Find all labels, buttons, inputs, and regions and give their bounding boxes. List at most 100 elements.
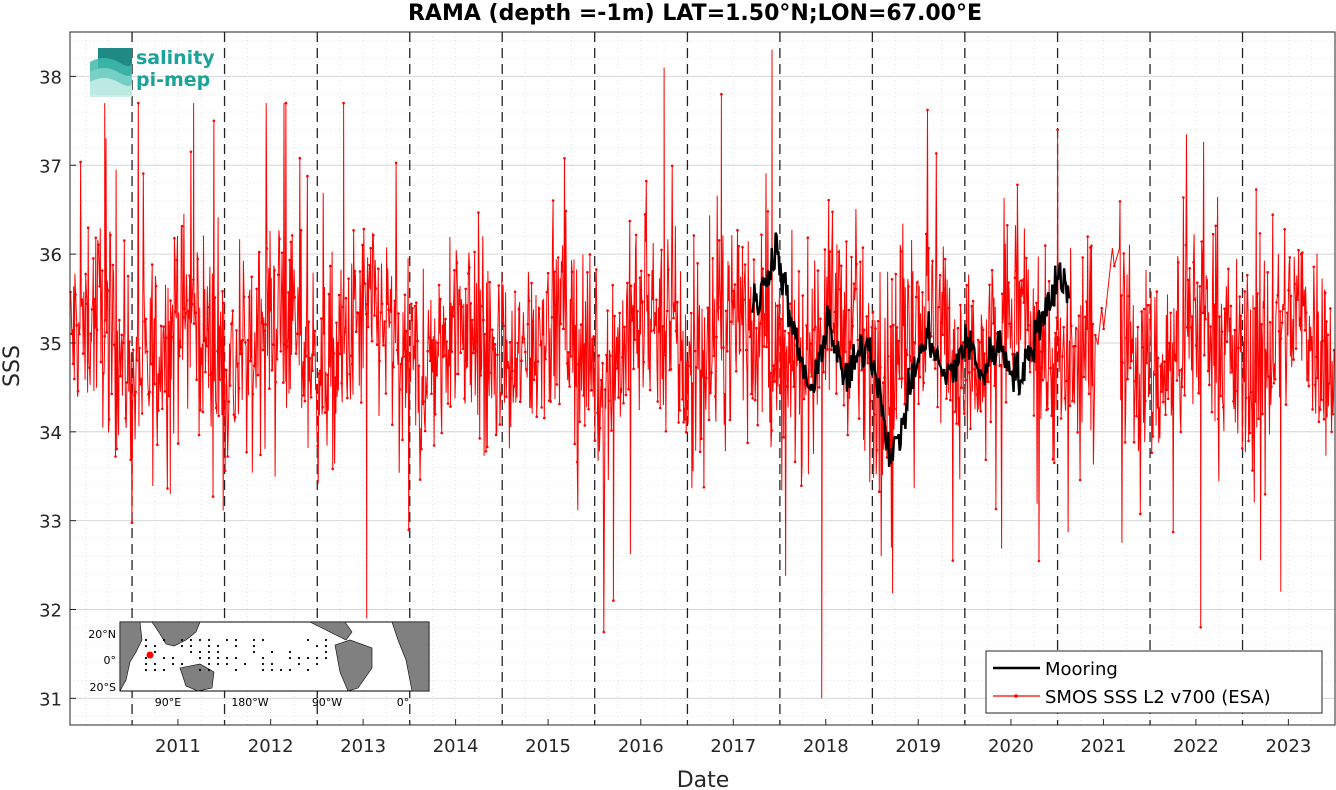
smos-point — [1247, 439, 1250, 443]
smos-point — [294, 352, 298, 355]
smos-point — [166, 487, 169, 490]
smos-point — [720, 92, 723, 96]
smos-point — [318, 369, 322, 373]
smos-point — [1028, 370, 1032, 374]
smos-point — [874, 327, 877, 331]
smos-point — [1310, 347, 1313, 350]
smos-point — [1085, 300, 1088, 303]
smos-point — [99, 360, 103, 364]
smos-point — [289, 240, 293, 244]
smos-point — [239, 352, 242, 356]
smos-point — [562, 327, 565, 331]
smos-point — [79, 160, 82, 164]
smos-point — [489, 371, 493, 375]
smos-point — [100, 269, 104, 272]
smos-point — [805, 324, 808, 327]
smos-point — [700, 437, 703, 441]
smos-point — [200, 362, 203, 366]
smos-point — [273, 269, 276, 272]
smos-point — [959, 303, 962, 307]
smos-point — [1213, 303, 1216, 307]
smos-point — [678, 409, 682, 412]
smos-point — [1037, 559, 1041, 563]
smos-point — [759, 322, 762, 325]
smos-point — [1004, 400, 1008, 404]
smos-point — [1164, 413, 1167, 417]
smos-point — [869, 399, 872, 403]
smos-point — [388, 321, 392, 324]
smos-point — [946, 357, 949, 361]
smos-point — [531, 320, 535, 323]
smos-point — [244, 341, 247, 344]
map-station-dot — [234, 638, 238, 642]
smos-point — [556, 256, 560, 259]
smos-point — [695, 366, 698, 369]
smos-point — [1141, 346, 1145, 349]
smos-point — [236, 362, 239, 365]
smos-point — [1169, 311, 1172, 315]
smos-point — [1220, 330, 1224, 334]
smos-point — [933, 367, 937, 370]
smos-point — [393, 299, 397, 303]
smos-point — [1038, 350, 1042, 354]
map-station-dot — [324, 656, 328, 660]
smos-point — [947, 306, 951, 310]
smos-point — [205, 344, 208, 348]
smos-point — [505, 395, 508, 399]
smos-point — [416, 339, 419, 343]
smos-point — [121, 341, 125, 345]
smos-point — [984, 458, 988, 462]
x-tick-label-2022: 2022 — [1173, 736, 1219, 757]
smos-point — [832, 322, 835, 326]
smos-point — [592, 335, 595, 338]
smos-point — [1184, 243, 1188, 247]
smos-point — [1252, 434, 1255, 438]
smos-point — [274, 380, 278, 384]
smos-point — [92, 257, 95, 260]
smos-point — [404, 329, 408, 333]
map-station-dot — [162, 656, 166, 660]
smos-point — [707, 418, 711, 422]
smos-point — [341, 305, 345, 309]
smos-point — [525, 367, 528, 371]
smos-point — [472, 351, 475, 355]
smos-point — [753, 398, 757, 402]
smos-point — [1248, 431, 1252, 435]
map-station-dot — [198, 656, 202, 660]
smos-point — [878, 490, 881, 494]
smos-point — [1327, 382, 1331, 386]
smos-point — [183, 307, 186, 310]
smos-point — [812, 328, 816, 332]
smos-point — [403, 293, 407, 297]
smos-point — [645, 179, 648, 183]
smos-point — [76, 389, 80, 393]
map-station-dot — [189, 650, 193, 654]
map-station-dot — [234, 656, 238, 660]
smos-point — [169, 299, 172, 302]
smos-point — [348, 372, 352, 376]
map-station-dot — [180, 638, 184, 642]
smos-point — [626, 281, 629, 285]
smos-point — [669, 368, 673, 371]
smos-point — [1267, 375, 1271, 379]
smos-point — [225, 368, 228, 372]
smos-point — [719, 306, 722, 309]
map-station-dot — [324, 650, 328, 654]
smos-point — [683, 418, 687, 421]
smos-point — [1073, 344, 1077, 348]
smos-point — [728, 418, 732, 422]
smos-point — [154, 284, 158, 288]
smos-point — [624, 393, 628, 397]
smos-point — [1206, 369, 1210, 373]
smos-point — [1044, 244, 1047, 247]
smos-point — [422, 400, 426, 403]
smos-point — [1170, 400, 1174, 404]
smos-point — [750, 392, 753, 396]
smos-point — [86, 226, 90, 229]
smos-point — [1100, 306, 1103, 310]
smos-point — [1137, 434, 1141, 437]
x-axis-label: Date — [677, 768, 730, 790]
smos-point — [1049, 366, 1052, 370]
smos-point — [284, 101, 288, 105]
smos-point — [83, 327, 86, 330]
